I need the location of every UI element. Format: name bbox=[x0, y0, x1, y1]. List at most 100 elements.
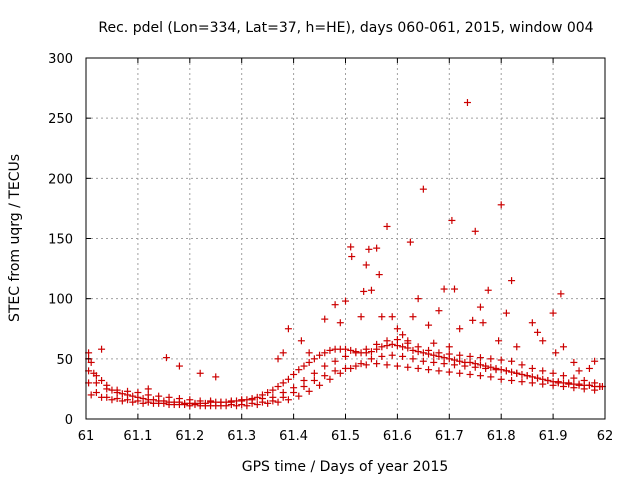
data-point bbox=[435, 367, 443, 375]
data-point bbox=[388, 351, 396, 359]
data-point bbox=[476, 372, 484, 380]
data-point bbox=[469, 316, 477, 324]
y-axis-label: STEC from uqrg / TECUs bbox=[7, 154, 23, 322]
data-point bbox=[196, 369, 204, 377]
data-point bbox=[378, 343, 386, 351]
data-point bbox=[378, 352, 386, 360]
data-point bbox=[559, 383, 567, 391]
data-point bbox=[113, 386, 121, 394]
data-point bbox=[502, 309, 510, 317]
data-point bbox=[497, 375, 505, 383]
data-point bbox=[435, 307, 443, 315]
data-point bbox=[456, 357, 464, 365]
data-point bbox=[321, 372, 329, 380]
data-point bbox=[393, 362, 401, 370]
data-point bbox=[139, 399, 147, 407]
data-point bbox=[144, 385, 152, 393]
data-point bbox=[399, 343, 407, 351]
x-tick-label: 61.8 bbox=[487, 429, 516, 444]
data-point bbox=[476, 354, 484, 362]
data-point bbox=[352, 362, 360, 370]
data-point bbox=[201, 402, 209, 410]
data-point bbox=[487, 363, 495, 371]
data-point bbox=[497, 201, 505, 209]
data-point bbox=[326, 346, 334, 354]
data-point bbox=[549, 369, 557, 377]
data-point bbox=[295, 392, 303, 400]
data-point bbox=[316, 381, 324, 389]
data-point bbox=[565, 379, 573, 387]
data-point bbox=[570, 358, 578, 366]
data-point bbox=[98, 376, 106, 384]
data-point bbox=[336, 319, 344, 327]
data-point bbox=[284, 325, 292, 333]
data-point bbox=[348, 253, 356, 261]
data-point bbox=[430, 358, 438, 366]
y-tick-label: 200 bbox=[48, 172, 73, 187]
data-point bbox=[518, 370, 526, 378]
data-point bbox=[399, 331, 407, 339]
data-point bbox=[342, 345, 349, 353]
data-point bbox=[528, 319, 536, 327]
data-point bbox=[419, 185, 427, 193]
x-tick-label: 61.5 bbox=[331, 429, 360, 444]
data-point bbox=[243, 402, 251, 410]
data-point bbox=[279, 393, 287, 401]
data-point bbox=[373, 360, 381, 368]
data-point bbox=[352, 349, 360, 357]
data-point bbox=[409, 355, 417, 363]
x-tick-label: 61.2 bbox=[175, 429, 204, 444]
data-point bbox=[321, 362, 329, 370]
data-point bbox=[476, 361, 484, 369]
y-tick-label: 0 bbox=[65, 413, 73, 428]
data-point bbox=[448, 216, 456, 224]
data-point bbox=[383, 337, 391, 345]
data-point bbox=[373, 244, 381, 252]
data-point bbox=[274, 355, 282, 363]
grid-lines bbox=[86, 58, 605, 419]
data-point bbox=[331, 367, 339, 375]
data-point bbox=[559, 343, 567, 351]
data-point bbox=[342, 297, 349, 305]
data-point bbox=[300, 362, 308, 370]
data-point bbox=[274, 383, 282, 391]
data-point bbox=[279, 349, 287, 357]
data-point bbox=[440, 285, 448, 293]
data-point bbox=[144, 398, 152, 406]
data-point bbox=[461, 362, 469, 370]
y-tick-label: 250 bbox=[48, 112, 73, 127]
data-point bbox=[191, 401, 199, 409]
data-point bbox=[466, 352, 474, 360]
data-point bbox=[518, 378, 526, 386]
data-point bbox=[495, 337, 503, 345]
data-point bbox=[585, 381, 593, 389]
data-point bbox=[186, 402, 194, 410]
data-point bbox=[466, 370, 474, 378]
data-point bbox=[419, 349, 427, 357]
data-point bbox=[539, 367, 547, 375]
data-point bbox=[113, 395, 121, 403]
data-point bbox=[570, 384, 578, 392]
data-point bbox=[160, 399, 168, 407]
data-point bbox=[414, 364, 422, 372]
data-point bbox=[383, 361, 391, 369]
x-tick-label: 61 bbox=[78, 429, 95, 444]
data-point bbox=[347, 346, 355, 354]
x-tick-label: 61.9 bbox=[539, 429, 568, 444]
data-point bbox=[347, 243, 355, 251]
y-tick-label: 100 bbox=[48, 293, 73, 308]
data-point bbox=[367, 348, 375, 356]
data-point bbox=[549, 381, 557, 389]
data-point bbox=[425, 346, 433, 354]
data-point bbox=[528, 379, 536, 387]
data-point bbox=[360, 287, 368, 295]
data-point bbox=[98, 345, 106, 353]
data-point bbox=[399, 352, 407, 360]
data-point bbox=[388, 340, 396, 348]
data-point bbox=[357, 313, 365, 321]
data-point bbox=[134, 397, 142, 405]
data-point bbox=[406, 238, 414, 246]
data-point bbox=[118, 390, 126, 398]
data-point bbox=[539, 337, 547, 345]
y-axis-ticks: 0 50 100 150 200 250 300 bbox=[48, 52, 605, 428]
